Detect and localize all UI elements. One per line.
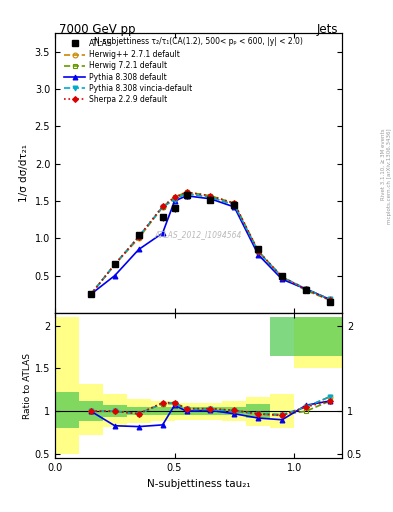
Text: 7000 GeV pp: 7000 GeV pp — [59, 23, 136, 36]
Y-axis label: 1/σ dσ/dτ₂₁: 1/σ dσ/dτ₂₁ — [19, 144, 29, 202]
Text: mcplots.cern.ch [arXiv:1306.3436]: mcplots.cern.ch [arXiv:1306.3436] — [387, 128, 391, 224]
Y-axis label: Ratio to ATLAS: Ratio to ATLAS — [23, 353, 32, 418]
Text: Jets: Jets — [316, 23, 338, 36]
Legend: ATLAS, Herwig++ 2.7.1 default, Herwig 7.2.1 default, Pythia 8.308 default, Pythi: ATLAS, Herwig++ 2.7.1 default, Herwig 7.… — [61, 36, 195, 107]
X-axis label: N-subjettiness tau₂₁: N-subjettiness tau₂₁ — [147, 479, 250, 488]
Text: Rivet 3.1.10, ≥ 3M events: Rivet 3.1.10, ≥ 3M events — [381, 128, 386, 200]
Text: N-subjettiness τ₂/τ₁(CA(1.2), 500< pₚ < 600, |y| < 2.0): N-subjettiness τ₂/τ₁(CA(1.2), 500< pₚ < … — [94, 37, 303, 47]
Text: ATLAS_2012_I1094564: ATLAS_2012_I1094564 — [155, 230, 242, 239]
